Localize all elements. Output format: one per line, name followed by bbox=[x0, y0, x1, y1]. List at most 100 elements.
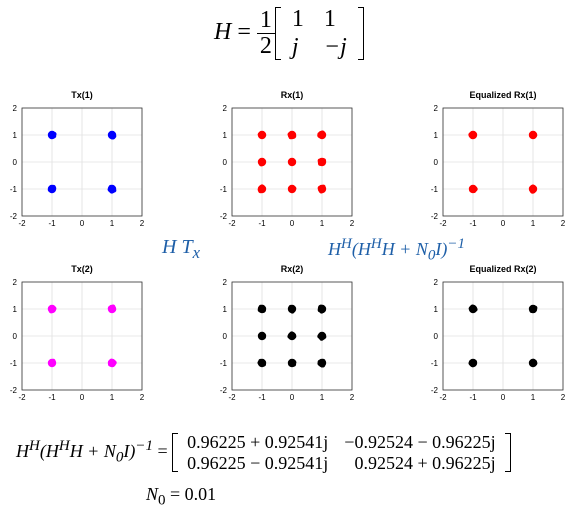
eq-label-n: N bbox=[415, 239, 428, 259]
constellation-point bbox=[287, 130, 297, 140]
x-tick-label: 2 bbox=[140, 393, 145, 402]
sample-dot bbox=[258, 188, 263, 194]
sample-dot bbox=[470, 186, 475, 191]
n0-symbol: N bbox=[146, 484, 159, 504]
scatter-panel-5: -2 -1 0 1 2 -2 -1 0 1 2 Rx(2) bbox=[220, 264, 355, 402]
constellation-point bbox=[257, 331, 267, 341]
result-cell-11: 0.96225 + 0.92541j bbox=[187, 432, 329, 452]
x-tick-label: 0 bbox=[290, 393, 295, 402]
x-tick-label: 0 bbox=[80, 393, 85, 402]
sample-dot bbox=[258, 358, 263, 364]
constellation-point bbox=[257, 157, 267, 167]
constellation-point bbox=[257, 304, 267, 314]
axes-frame bbox=[231, 107, 353, 217]
constellation-point bbox=[317, 184, 327, 194]
eq-label-sup1: H bbox=[341, 236, 352, 252]
plot-title: Tx(1) bbox=[71, 90, 93, 100]
sample-dot bbox=[288, 187, 293, 192]
eq-bottom-mid: (H bbox=[39, 440, 59, 461]
y-tick-label: 1 bbox=[13, 305, 18, 314]
x-tick-label: -2 bbox=[228, 393, 236, 402]
constellation-point bbox=[317, 130, 327, 140]
y-tick-label: 0 bbox=[434, 158, 439, 167]
constellation-point bbox=[528, 130, 538, 140]
y-tick-label: 2 bbox=[223, 278, 228, 287]
constellation-point bbox=[287, 184, 297, 194]
sample-dot bbox=[321, 334, 327, 340]
y-tick-label: -2 bbox=[10, 386, 18, 395]
h-symbol: H bbox=[214, 19, 232, 46]
x-tick-label: -1 bbox=[258, 393, 266, 402]
x-tick-label: -2 bbox=[228, 219, 236, 228]
y-tick-label: 0 bbox=[434, 332, 439, 341]
sample-dot bbox=[319, 307, 325, 312]
y-tick-label: -2 bbox=[220, 386, 228, 395]
equals-sign: = bbox=[237, 19, 251, 46]
constellation-point bbox=[257, 358, 267, 368]
eq-bottom-sup1: H bbox=[29, 437, 40, 454]
h-tx-t: T bbox=[181, 236, 193, 258]
y-tick-label: -2 bbox=[431, 386, 439, 395]
y-tick-label: 2 bbox=[434, 104, 439, 113]
x-tick-label: 2 bbox=[561, 393, 566, 402]
sample-dot bbox=[48, 309, 54, 314]
sample-dot bbox=[50, 132, 55, 138]
y-tick-label: -1 bbox=[431, 185, 439, 194]
constellation-point bbox=[107, 358, 117, 368]
y-tick-label: 1 bbox=[13, 131, 18, 140]
eq-label-nsub: 0 bbox=[427, 247, 436, 264]
y-tick-label: -2 bbox=[10, 212, 18, 221]
constellation-point bbox=[257, 130, 267, 140]
sample-dot bbox=[468, 133, 474, 138]
h-tx-sub: x bbox=[192, 243, 200, 262]
eq-label-sup3: −1 bbox=[447, 236, 465, 252]
y-tick-label: -1 bbox=[220, 185, 228, 194]
sample-dot bbox=[317, 133, 322, 138]
equalizer-result-matrix: 0.96225 + 0.92541j −0.92524 − 0.96225j 0.… bbox=[172, 432, 512, 473]
sample-dot bbox=[258, 132, 264, 138]
sample-dot bbox=[260, 160, 265, 165]
x-tick-label: 0 bbox=[501, 219, 506, 228]
constellation-point bbox=[47, 130, 57, 140]
constellation-point bbox=[468, 130, 478, 140]
x-tick-label: -2 bbox=[18, 219, 26, 228]
eq-bottom-n: N bbox=[103, 440, 116, 461]
equalizer-matrix-equation: HH(HHH + N0I)−1 = 0.96225 + 0.92541j −0.9… bbox=[16, 432, 512, 473]
constellation-point bbox=[47, 358, 57, 368]
constellation-point bbox=[528, 184, 538, 194]
constellation-point bbox=[317, 358, 327, 368]
x-tick-label: 2 bbox=[350, 393, 355, 402]
sample-dot bbox=[319, 160, 324, 165]
eq-bottom-tail: H + bbox=[69, 440, 104, 461]
y-tick-label: -1 bbox=[10, 359, 18, 368]
axes-frame bbox=[442, 107, 564, 217]
constellation-point bbox=[257, 184, 267, 194]
x-tick-label: -2 bbox=[18, 393, 26, 402]
fraction-denominator: 2 bbox=[259, 33, 272, 60]
h-cell-22: −j bbox=[323, 33, 347, 60]
y-tick-label: 2 bbox=[434, 278, 439, 287]
y-tick-label: -1 bbox=[10, 185, 18, 194]
y-tick-label: 0 bbox=[13, 158, 18, 167]
plot-title: Equalized Rx(1) bbox=[469, 90, 536, 100]
plot-title: Equalized Rx(2) bbox=[469, 264, 536, 274]
x-tick-label: 2 bbox=[140, 219, 145, 228]
constellation-point bbox=[287, 358, 297, 368]
constellation-point bbox=[107, 304, 117, 314]
eq-bottom-sup2: H bbox=[58, 437, 70, 454]
constellation-point bbox=[468, 184, 478, 194]
sample-dot bbox=[110, 188, 115, 194]
sample-dot bbox=[261, 132, 267, 138]
sample-dot bbox=[290, 161, 295, 166]
x-tick-label: -1 bbox=[48, 393, 56, 402]
constellation-point bbox=[317, 304, 327, 314]
constellation-point bbox=[468, 304, 478, 314]
y-tick-label: 0 bbox=[13, 332, 18, 341]
eq-label-mid: (H bbox=[351, 239, 371, 259]
y-tick-label: 2 bbox=[13, 104, 18, 113]
sample-dot bbox=[259, 333, 264, 339]
constellation-point bbox=[287, 304, 297, 314]
x-tick-label: 1 bbox=[110, 219, 115, 228]
